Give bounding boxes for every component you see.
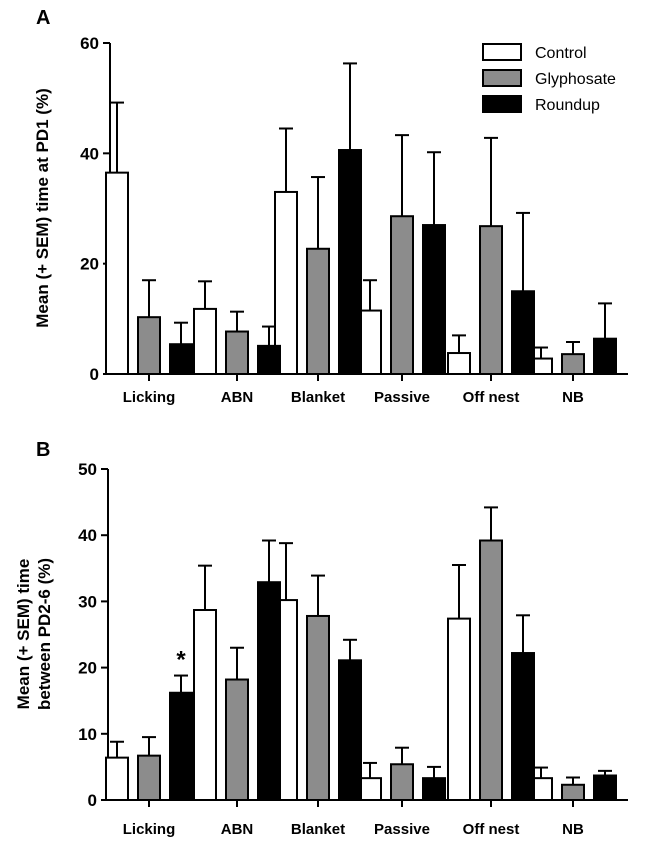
panel-b-y-tick-label: 0: [88, 791, 97, 810]
panel-a-bar: [511, 290, 535, 375]
panel-b-bar: [593, 774, 617, 801]
panel-a-bar: [306, 247, 330, 375]
panel-b-category-label: Off nest: [463, 821, 520, 838]
panel-b-category-label: Passive: [374, 821, 430, 838]
panel-a-bar: [358, 309, 382, 375]
panel-b-category-label: Licking: [123, 821, 176, 838]
panel-b-letter: B: [36, 439, 50, 461]
panel-a-y-tick-label: 0: [90, 365, 99, 384]
panel-a-y-tick-label: 20: [80, 255, 99, 274]
panel-b-bar: [225, 678, 249, 801]
panel-b-bar: [169, 691, 193, 801]
panel-b-bar: [479, 539, 503, 801]
panel-b-category-label: ABN: [221, 821, 254, 838]
panel-a-y-axis-label: Mean (+ SEM) time at PD1 (%): [33, 88, 52, 327]
panel-a: A Mean (+ SEM) time at PD1 (%) 0 20 40 60 Li…: [33, 7, 628, 406]
panel-a-legend-swatch: [482, 69, 522, 87]
panel-b-y-tick-label: 40: [78, 526, 97, 545]
panel-a-bar: [422, 224, 446, 375]
panel-b-bar: [358, 777, 382, 801]
panel-a-category-label: ABN: [221, 389, 254, 406]
panel-a-y-tick-label: 40: [80, 144, 99, 163]
panel-b-bar: [193, 609, 217, 801]
panel-b-y-tick-label: 20: [78, 659, 97, 678]
panel-a-bar: [390, 215, 414, 375]
panel-a-legend-label: Roundup: [535, 97, 600, 114]
panel-b-bar: [561, 783, 585, 801]
panel-a-bar: [338, 149, 362, 375]
panel-a-bar: [561, 353, 585, 376]
panel-a-legend-swatch: [482, 43, 522, 61]
panel-a-letter: A: [36, 7, 50, 29]
panel-b-bar: [306, 614, 330, 801]
panel-a-bar: [169, 343, 193, 375]
panel-a-y-tick-label: 60: [80, 34, 99, 53]
panel-a-bar: [257, 344, 281, 375]
panel-b-category-label: Blanket: [291, 821, 345, 838]
panel-b-category-label: NB: [562, 821, 584, 838]
panel-a-bar: [105, 171, 129, 375]
panel-a-bar: [593, 337, 617, 375]
panel-b-y-tick-label: 30: [78, 592, 97, 611]
panel-a-bar: [137, 316, 161, 376]
panel-a-legend-swatch: [482, 95, 522, 113]
panel-a-category-label: Blanket: [291, 389, 345, 406]
panel-b-y-axis-label-line-2: between PD2-6 (%): [35, 558, 54, 710]
panel-b-bar: [390, 763, 414, 802]
panel-b-bar: [105, 756, 129, 802]
panel-a-bar: [479, 225, 503, 375]
panel-a-legend-label: Glyphosate: [535, 71, 616, 88]
panel-b-bar: [422, 777, 446, 801]
panel-b-bar: [338, 659, 362, 801]
panel-b-bar: [137, 754, 161, 801]
panel-b-significance-marker: *: [176, 647, 186, 674]
panel-a-legend-label: Control: [535, 45, 587, 62]
panel-a-bar: [447, 352, 471, 375]
panel-a-category-label: NB: [562, 389, 584, 406]
panel-b: B Mean (+ SEM) time between PD2-6 (%) 0 1…: [14, 439, 628, 838]
panel-a-bar: [225, 330, 249, 375]
panel-b-y-axis-label-line-1: Mean (+ SEM) time: [14, 559, 33, 710]
panel-a-category-label: Off nest: [463, 389, 520, 406]
panel-a-category-label: Passive: [374, 389, 430, 406]
panel-b-bar: [447, 617, 471, 801]
panel-b-y-tick-label: 50: [78, 460, 97, 479]
panel-b-bar: [511, 652, 535, 802]
panel-b-bar: [257, 581, 281, 802]
panel-b-y-tick-label: 10: [78, 725, 97, 744]
panel-a-bar: [193, 307, 217, 375]
panel-a-category-label: Licking: [123, 389, 176, 406]
